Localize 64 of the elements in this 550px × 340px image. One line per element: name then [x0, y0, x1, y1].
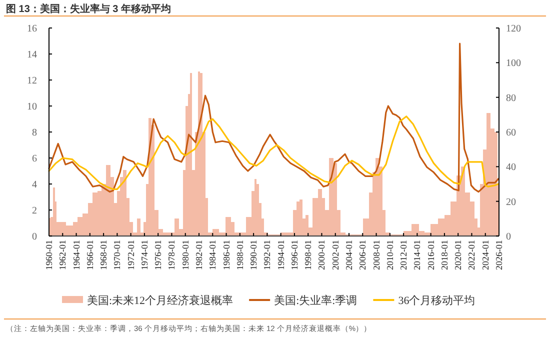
x-tick-label: 2022-01 [466, 240, 477, 270]
x-tick-label: 2010-01 [384, 240, 395, 270]
bar [200, 73, 203, 236]
y2-tick-label: 60 [506, 128, 516, 138]
y2-tick-label: 40 [506, 162, 516, 174]
x-tick-label: 1982-01 [194, 240, 204, 270]
legend-label: 美国:未来12个月经济衰退概率 [87, 294, 234, 307]
bar [136, 218, 140, 236]
line-series [48, 116, 500, 190]
y-tick-label: 14 [27, 50, 37, 60]
y2-tick-label: 100 [506, 58, 521, 70]
x-tick-label: 2024-01 [480, 240, 490, 270]
bar [494, 132, 498, 236]
x-tick-label: 1968-01 [98, 240, 109, 270]
y-tick-label: 12 [27, 76, 37, 86]
y-tick-label: 2 [32, 206, 37, 216]
x-tick-label: 1978-01 [166, 240, 177, 270]
x-tick-label: 2004-01 [344, 240, 354, 270]
bar [306, 215, 309, 236]
x-tick-label: 2018-01 [439, 240, 450, 270]
x-tick-label: 2020-01 [453, 240, 464, 270]
x-tick-label: 1980-01 [180, 240, 190, 270]
x-tick-label: 1962-01 [58, 240, 68, 270]
x-tick-label: 2008-01 [371, 240, 382, 270]
x-tick-label: 2002-01 [330, 240, 340, 270]
y-tick-label: 4 [32, 180, 37, 190]
legend-label: 36个月移动平均 [398, 295, 476, 307]
x-tick-label: 1966-01 [84, 240, 95, 270]
y-tick-label: 0 [32, 232, 37, 242]
bar [486, 112, 490, 236]
x-tick-label: 1996-01 [289, 240, 300, 270]
x-tick-label: 1972-01 [126, 240, 136, 270]
x-tick-label: 1974-01 [139, 240, 150, 270]
x-tick-label: 1970-01 [112, 240, 122, 270]
x-tick-label: 1960-01 [44, 240, 54, 270]
x-tick-label: 2014-01 [412, 240, 422, 270]
x-tick-label: 1992-01 [262, 240, 272, 270]
y2-tick-label: 80 [506, 92, 516, 104]
x-tick-label: 2012-01 [398, 240, 409, 270]
x-tick-label: 1976-01 [153, 240, 164, 270]
chart-title: 图 13：美国：失业率与 3 年移动平均 [6, 3, 172, 15]
y-tick-label: 16 [27, 24, 37, 34]
bar [296, 201, 300, 236]
line-series [48, 42, 500, 193]
x-tick-label: 1990-01 [248, 240, 259, 270]
x-tick-label: 2026-01 [494, 240, 504, 270]
x-tick-label: 1964-01 [71, 240, 82, 270]
y-tick-label: 10 [27, 102, 37, 112]
legend-label: 美国:失业率:季调 [274, 294, 358, 307]
x-tick-label: 2000-01 [316, 240, 327, 270]
x-tick-label: 2016-01 [426, 240, 436, 270]
y2-tick-label: 0 [506, 232, 511, 242]
x-tick-label: 1998-01 [303, 240, 314, 270]
bar [122, 170, 126, 236]
y-tick-label: 8 [32, 128, 37, 138]
y2-tick-label: 120 [506, 24, 521, 34]
y2-tick-label: 20 [506, 196, 516, 208]
y-tick-label: 6 [32, 154, 37, 164]
x-tick-label: 1994-01 [276, 240, 286, 270]
x-tick-label: 1984-01 [208, 240, 218, 270]
x-tick-label: 2006-01 [358, 240, 368, 270]
x-tick-label: 1988-01 [234, 240, 245, 270]
bar [376, 158, 380, 236]
x-tick-label: 1986-01 [221, 240, 232, 270]
